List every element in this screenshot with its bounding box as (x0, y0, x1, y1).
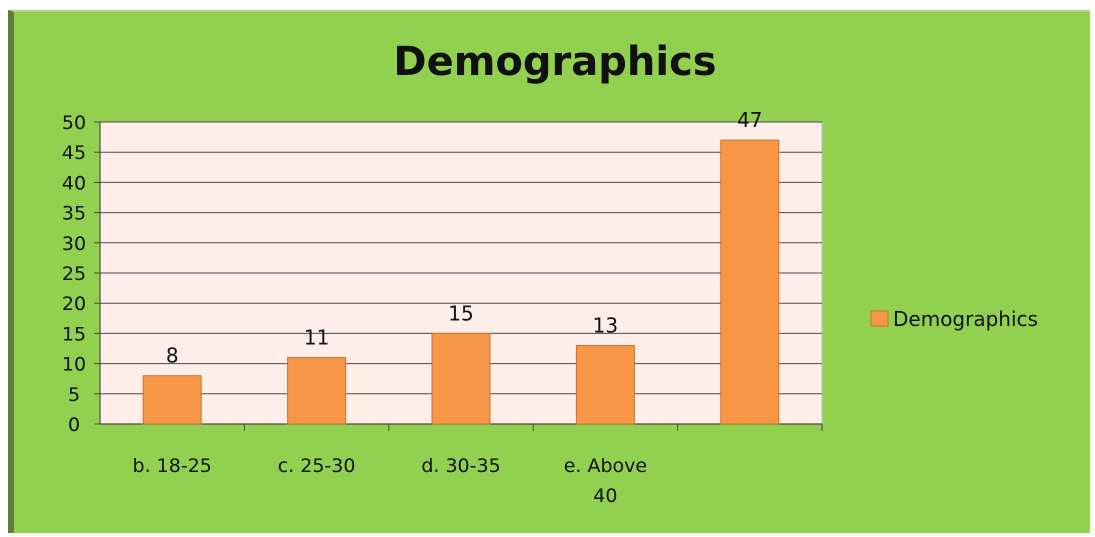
y-tick-label: 30 (62, 233, 86, 255)
x-tick-label: e. Above (564, 455, 647, 477)
bar (287, 357, 347, 425)
plot-area-group: 0 5 10 15 20 25 30 35 40 45 50 8 b. 18-25 11 c. 25-30 1… (62, 108, 823, 507)
chart-title: Demographics (393, 39, 716, 85)
x-tick-label: 40 (593, 485, 617, 507)
data-label: 13 (593, 313, 618, 337)
y-tick-label: 25 (62, 263, 86, 285)
y-tick-label: 20 (62, 293, 86, 315)
y-tick-label: 0 (68, 414, 80, 436)
y-tick-label: 35 (62, 203, 86, 225)
bar (720, 139, 780, 425)
y-tick-label: 10 (62, 354, 86, 376)
legend-swatch (870, 310, 889, 327)
y-tick-label: 15 (62, 323, 86, 345)
bar (431, 332, 491, 425)
bar (575, 344, 635, 425)
y-tick-label: 45 (62, 142, 86, 164)
bar (142, 375, 202, 425)
data-label: 8 (166, 344, 179, 368)
legend: Demographics (870, 307, 1038, 331)
y-tick-label: 50 (62, 112, 86, 134)
legend-label: Demographics (893, 307, 1038, 331)
y-tick-label: 40 (62, 172, 86, 194)
data-label: 15 (448, 301, 473, 325)
x-tick-label: b. 18-25 (133, 455, 212, 477)
y-tick-label: 5 (68, 384, 80, 406)
data-label: 11 (304, 326, 329, 350)
data-label: 47 (737, 108, 762, 132)
x-tick-label: c. 25-30 (278, 455, 356, 477)
x-tick-label: d. 30-35 (421, 455, 500, 477)
